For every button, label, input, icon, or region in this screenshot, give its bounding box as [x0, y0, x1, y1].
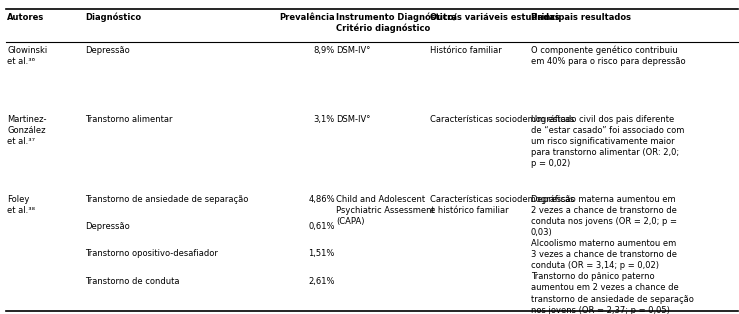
Text: Depressão: Depressão	[85, 46, 130, 55]
Text: 3,1%: 3,1%	[313, 115, 335, 124]
Text: Autores: Autores	[7, 13, 44, 22]
Text: Martinez-
González
et al.³⁷: Martinez- González et al.³⁷	[7, 115, 47, 146]
Text: Depressão: Depressão	[85, 222, 130, 231]
Text: DSM-IV°: DSM-IV°	[336, 115, 371, 124]
Text: Diagnóstico: Diagnóstico	[85, 13, 141, 22]
Text: Foley
et al.³⁸: Foley et al.³⁸	[7, 195, 35, 215]
Text: Transtorno de ansiedade de separação: Transtorno de ansiedade de separação	[85, 195, 248, 204]
Text: 8,9%: 8,9%	[313, 46, 335, 55]
Text: Transtorno de conduta: Transtorno de conduta	[85, 277, 180, 286]
Text: Transtorno alimentar: Transtorno alimentar	[85, 115, 172, 124]
Text: Características sociodemográficas
e histórico familiar: Características sociodemográficas e hist…	[430, 195, 574, 215]
Text: Características sociodemográficas: Características sociodemográficas	[430, 115, 574, 124]
Text: 4,86%: 4,86%	[308, 195, 335, 204]
Text: 1,51%: 1,51%	[308, 249, 335, 258]
Text: Transtorno opositivo-desafiador: Transtorno opositivo-desafiador	[85, 249, 218, 258]
Text: 0,61%: 0,61%	[308, 222, 335, 231]
Text: Child and Adolescent
Psychiatric Assessment
(CAPA): Child and Adolescent Psychiatric Assessm…	[336, 195, 435, 226]
Text: 2,61%: 2,61%	[308, 277, 335, 286]
Text: Outras variáveis estudadas: Outras variáveis estudadas	[430, 13, 559, 22]
Text: O componente genético contribuiu
em 40% para o risco para depressão: O componente genético contribuiu em 40% …	[531, 46, 685, 66]
Text: DSM-IV°: DSM-IV°	[336, 46, 371, 55]
Text: Principais resultados: Principais resultados	[531, 13, 630, 22]
Text: Instrumento Diagnóstico/
Critério diagnóstico: Instrumento Diagnóstico/ Critério diagnó…	[336, 13, 457, 33]
Text: Glowinski
et al.³⁶: Glowinski et al.³⁶	[7, 46, 47, 66]
Text: Um estado civil dos pais diferente
de “estar casado” foi associado com
um risco : Um estado civil dos pais diferente de “e…	[531, 115, 684, 168]
Text: Depressão materna aumentou em
2 vezes a chance de transtorno de
conduta nos jove: Depressão materna aumentou em 2 vezes a …	[531, 195, 693, 314]
Text: Prevalência: Prevalência	[279, 13, 335, 22]
Text: Histórico familiar: Histórico familiar	[430, 46, 502, 55]
